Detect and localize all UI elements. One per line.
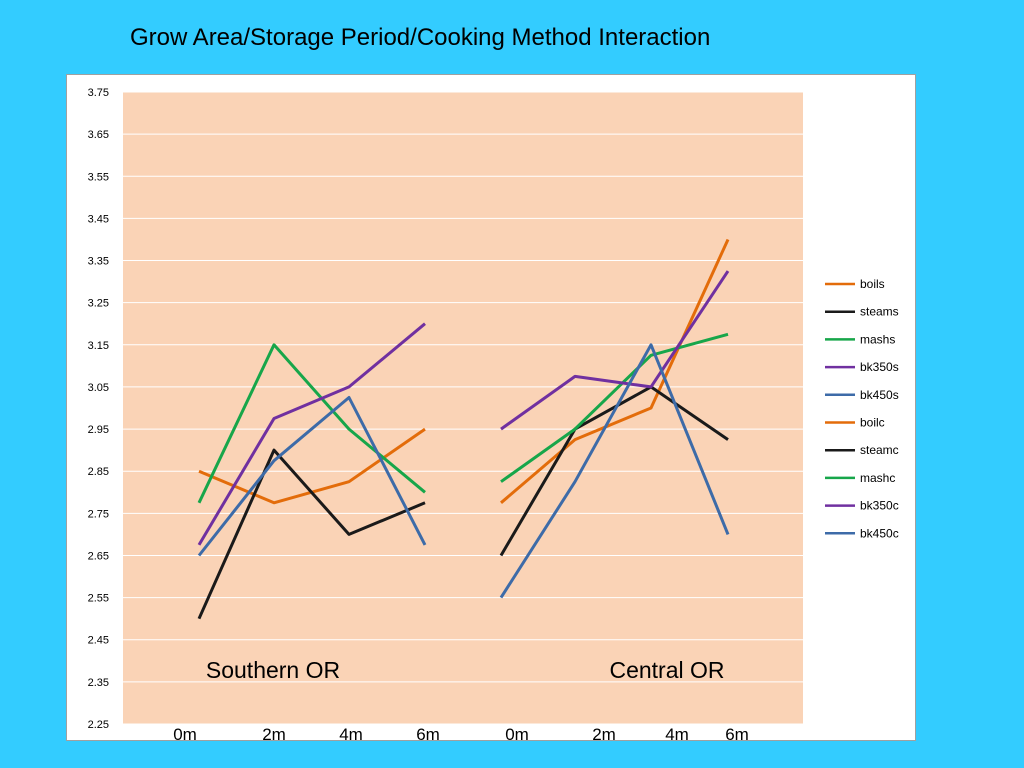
x-tick-label: 6m [416, 725, 440, 742]
x-tick-label: 4m [339, 725, 363, 742]
series-line-steams [197, 448, 426, 620]
series-line-bk350c [500, 270, 730, 431]
y-tick-label: 2.85 [88, 466, 109, 478]
legend-label: bk350c [860, 499, 899, 513]
y-tick-label: 3.15 [88, 340, 109, 352]
series-line-mashc [500, 332, 729, 483]
y-tick-label: 2.65 [88, 550, 109, 562]
legend-label: bk350s [860, 360, 899, 374]
x-tick-label: 6m [725, 725, 749, 742]
legend-label: bk450s [860, 388, 899, 402]
group-label: Central OR [609, 657, 724, 683]
x-tick-label: 0m [505, 725, 529, 742]
series-line-boilc [500, 238, 730, 504]
chart-svg: 3.75 3.65 3.55 3.45 3.35 3.25 3.15 3.05 2.95 2.85… [88, 87, 899, 742]
series-line-mashs [197, 343, 426, 504]
x-tick-label: 4m [665, 725, 689, 742]
legend-label: boils [860, 277, 885, 291]
legend-label: mashc [860, 471, 895, 485]
series-line-bk450s [197, 396, 427, 557]
y-tick-label: 3.35 [88, 256, 109, 268]
plot-area [123, 92, 803, 724]
y-tick-label: 2.45 [88, 635, 109, 647]
y-tick-label: 2.35 [88, 677, 109, 689]
y-tick-label: 3.45 [88, 213, 109, 225]
y-tick-label: 2.75 [88, 508, 109, 520]
legend-label: boilc [860, 416, 885, 430]
y-tick-label: 2.55 [88, 593, 109, 605]
y-tick-label: 2.95 [88, 424, 109, 436]
chart-frame: 3.75 3.65 3.55 3.45 3.35 3.25 3.15 3.05 2.95 2.85… [66, 74, 916, 742]
series-line-steamc [499, 385, 729, 557]
x-tick-label: 2m [592, 725, 616, 742]
x-tick-label: 0m [173, 725, 197, 742]
y-tick-label: 2.25 [88, 719, 109, 731]
x-tick-label: 2m [262, 725, 286, 742]
series-line-bk450c [499, 343, 730, 599]
chart-title: Grow Area/Storage Period/Cooking Method … [130, 24, 711, 51]
group-label: Southern OR [206, 657, 340, 683]
y-tick-label: 3.75 [88, 87, 109, 99]
y-tick-label: 3.65 [88, 129, 109, 141]
y-tick-label: 3.05 [88, 382, 109, 394]
y-tick-label: 3.25 [88, 298, 109, 310]
series-line-bk350s [197, 322, 426, 546]
y-tick-label: 3.55 [88, 171, 109, 183]
legend-label: steamc [860, 443, 899, 457]
legend-label: mashs [860, 332, 895, 346]
legend-label: steams [860, 305, 899, 319]
legend-label: bk450c [860, 526, 899, 540]
